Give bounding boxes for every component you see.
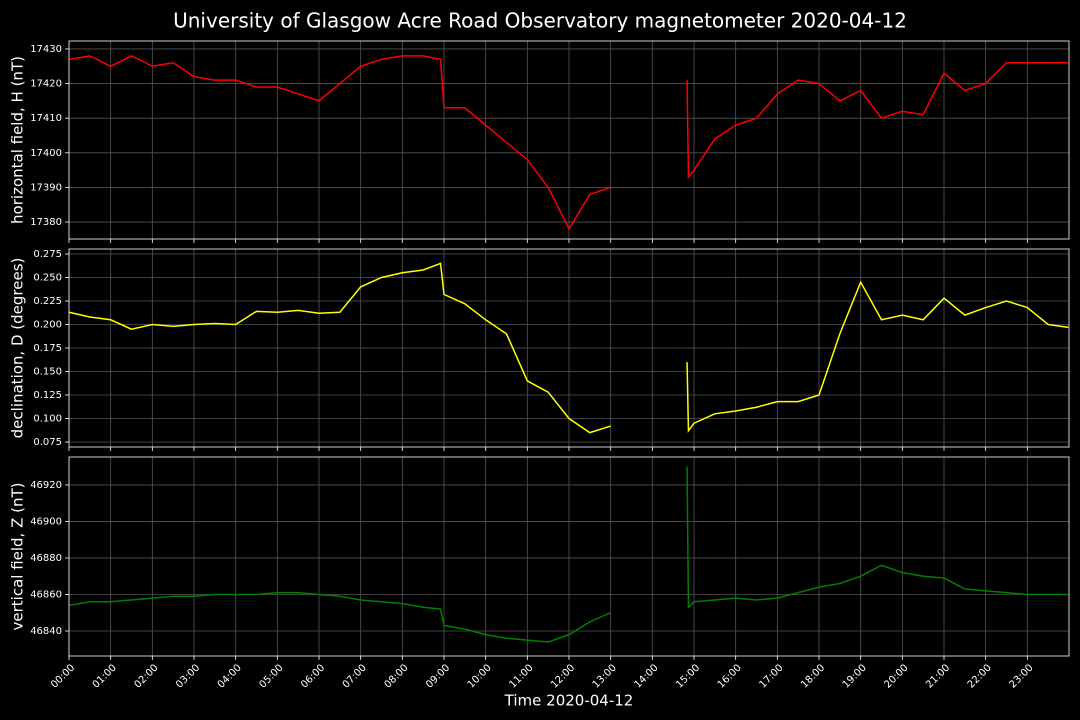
y-tick-label: 0.175 [33,343,62,354]
y-tick-label: 0.200 [33,319,62,330]
y-tick-label: 0.125 [33,390,62,401]
y-axis-label: horizontal field, H (nT) [9,56,27,224]
y-axis-label: vertical field, Z (nT) [9,482,27,630]
y-tick-label: 0.250 [33,272,62,283]
plot-frame [68,40,1070,240]
y-tick-label: 17390 [30,182,62,193]
y-tick-label: 17420 [30,79,62,90]
y-tick-label: 17430 [30,44,62,55]
y-tick-label: 46860 [30,589,62,600]
y-tick-label: 0.225 [33,296,62,307]
y-tick-label: 17400 [30,148,62,159]
figure-title: University of Glasgow Acre Road Observat… [173,9,907,33]
y-tick-label: 46880 [30,553,62,564]
y-tick-label: 0.100 [33,414,62,425]
y-tick-label: 46840 [30,626,62,637]
data-line [68,55,1069,231]
data-line [68,262,1069,434]
y-tick-label: 0.275 [33,249,62,260]
y-tick-label: 17410 [30,113,62,124]
x-axis-label: Time 2020-04-12 [504,692,634,710]
y-tick-label: 17380 [30,217,62,228]
y-axis-label: declination, D (degrees) [9,258,27,439]
y-tick-label: 0.075 [33,437,62,448]
y-tick-label: 0.150 [33,367,62,378]
data-line [68,466,1069,643]
plot-frame [68,248,1070,448]
y-tick-label: 46920 [30,480,62,491]
plot-frame [68,456,1070,657]
y-tick-label: 46900 [30,516,62,527]
